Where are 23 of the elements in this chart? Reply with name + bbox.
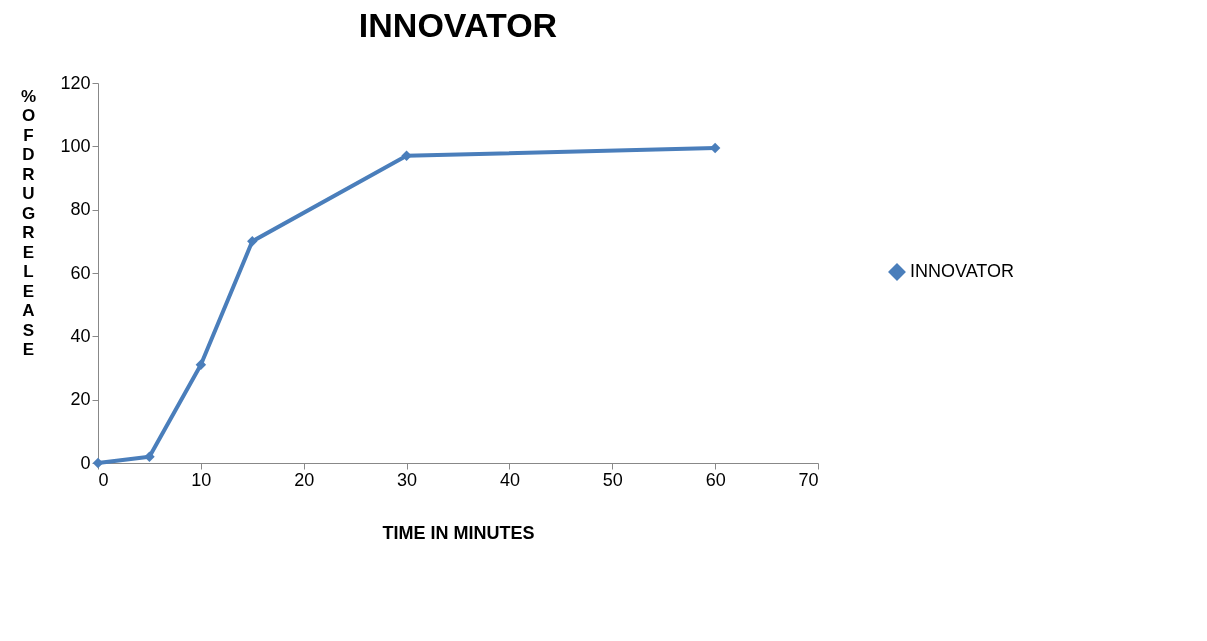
point [195, 359, 207, 371]
point [247, 236, 258, 247]
x-tick-label: 70 [798, 469, 819, 490]
x-tick-label: 40 [499, 469, 520, 490]
y-tick-label: 100 [60, 135, 91, 156]
point [401, 150, 412, 162]
x-tick-label: 0 [98, 469, 109, 490]
x-tick-label: 10 [191, 469, 212, 490]
y-tick-label: 0 [80, 452, 91, 473]
y-tick-label: 60 [70, 262, 91, 283]
y-tick-label: 20 [70, 389, 91, 410]
x-tick-label: 30 [397, 469, 418, 490]
text: % OF DRUG RELEASE [20, 86, 37, 359]
y-tick-label: 80 [70, 199, 91, 220]
y-tick-label: 40 [70, 325, 91, 346]
x-axis-title: TIME IN MINUTES [382, 522, 535, 543]
chart-title: INNOVATOR [358, 6, 558, 44]
x-tick-label: 50 [602, 469, 623, 490]
point [144, 451, 155, 462]
x-tick-label: 20 [294, 469, 315, 490]
y-tick-label: 120 [60, 72, 91, 93]
x-tick-label: 60 [705, 469, 726, 490]
legend-label: INNOVATOR [910, 261, 1015, 281]
